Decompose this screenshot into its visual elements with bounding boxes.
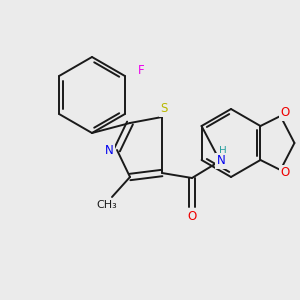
Text: O: O — [188, 209, 196, 223]
Text: O: O — [281, 167, 290, 179]
Text: S: S — [160, 103, 168, 116]
Text: N: N — [217, 154, 225, 167]
Text: O: O — [281, 106, 290, 119]
Text: F: F — [138, 64, 144, 76]
Text: CH₃: CH₃ — [97, 200, 117, 210]
Text: H: H — [219, 146, 227, 156]
Text: N: N — [105, 143, 113, 157]
